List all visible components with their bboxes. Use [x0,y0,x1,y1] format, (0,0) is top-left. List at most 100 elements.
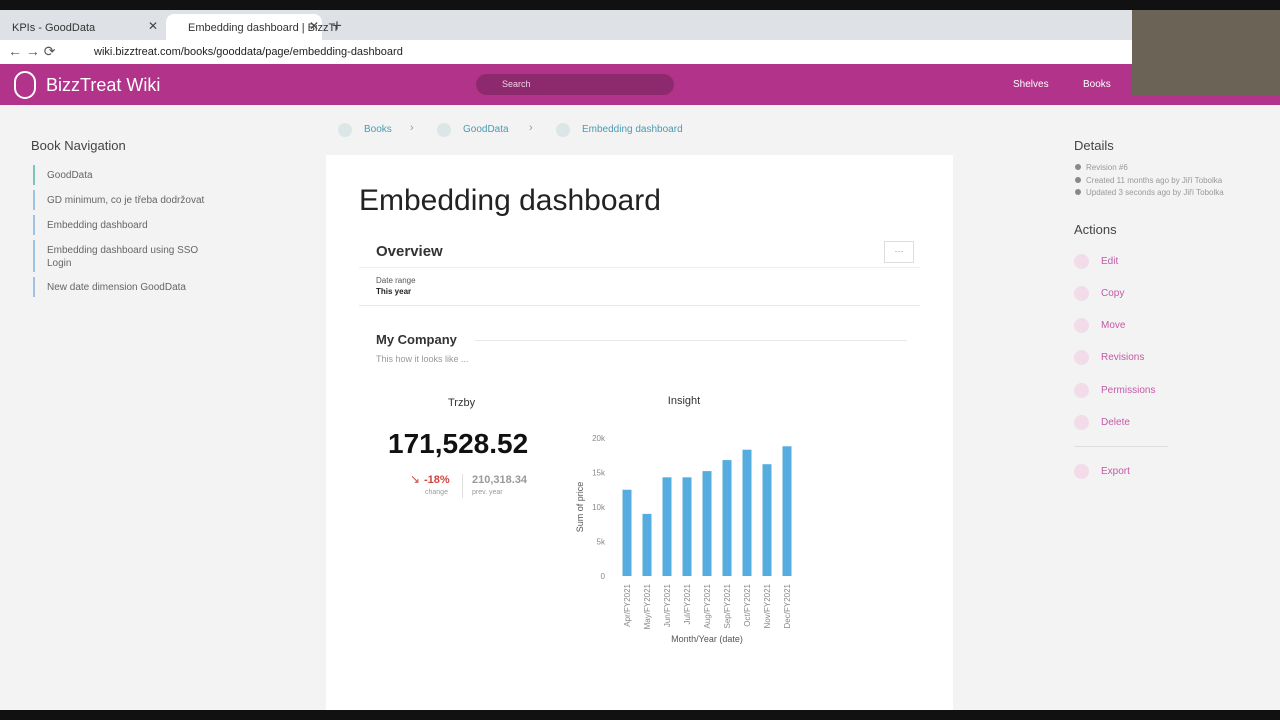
bar [642,513,652,576]
tab-close[interactable]: ✕ [309,19,320,33]
action-icon [1074,254,1089,269]
kpi-change-label: change [425,489,448,496]
detail-icon [1075,176,1081,183]
action-icon [1074,464,1089,479]
content-card [326,155,953,710]
nav-item[interactable]: GD minimum, co je třeba dodržovat [47,195,205,206]
bar [742,449,752,576]
page-title: Embedding dashboard [359,184,661,217]
x-tick-label: Sep/FY2021 [723,583,732,628]
divider [1074,446,1168,447]
x-tick-label: Aug/FY2021 [703,583,712,628]
search-placeholder[interactable]: Search [502,79,531,89]
address-bar [0,40,1280,64]
bar [682,477,692,576]
filter-value[interactable]: This year [376,287,412,296]
divider [462,474,463,498]
detail-icon [1075,189,1081,195]
nav-item[interactable]: Embedding dashboard using SSO Login [47,245,199,269]
x-axis-label: Month/Year (date) [671,634,743,644]
webcam-overlay [1132,10,1280,96]
header-link[interactable]: Shelves [1013,79,1049,90]
y-tick-label: 5k [597,538,606,547]
divider [359,305,920,306]
bar [702,471,712,576]
breadcrumb[interactable]: Embedding dashboard [582,124,683,135]
bar [782,446,792,576]
kpi-value: 171,528.52 [388,428,529,459]
action-icon [1074,383,1089,398]
logo[interactable] [14,71,36,99]
y-tick-label: 10k [592,503,606,512]
breadcrumb-icon [556,123,570,137]
bar [662,477,672,576]
kpi-previous: 210,318.34 [472,474,528,486]
x-tick-label: Oct/FY2021 [743,583,752,626]
x-tick-label: May/FY2021 [643,583,652,629]
x-tick-label: Jul/FY2021 [683,583,692,624]
active-tab[interactable] [166,14,322,40]
breadcrumb-separator: › [529,122,533,134]
action[interactable]: Export [1101,466,1130,477]
tab[interactable]: Embedding dashboard | BizzTr [188,22,339,34]
nav-item[interactable]: GoodData [47,170,93,181]
breadcrumb-icon [437,123,451,137]
x-tick-label: Jun/FY2021 [663,583,672,627]
bottom-strip [0,710,1280,720]
detail-item: Created 11 months ago by Jiří Tobolka [1086,175,1223,185]
divider [475,340,907,341]
breadcrumb-icon [338,123,352,137]
action-icon [1074,415,1089,430]
tab-close[interactable]: ✕ [148,19,159,33]
action[interactable]: Move [1101,320,1126,331]
action-icon [1074,318,1089,333]
breadcrumb[interactable]: Books [364,124,392,135]
nav-buttons[interactable]: ← → ⟳ [8,43,56,59]
action[interactable]: Copy [1101,288,1125,299]
nav-item[interactable]: New date dimension GoodData [47,282,186,293]
action[interactable]: Edit [1101,256,1119,267]
bar [722,460,732,576]
nav-item[interactable]: Embedding dashboard [47,220,148,231]
action-icon [1074,286,1089,301]
tab[interactable]: KPIs - GoodData [12,22,96,34]
new-tab[interactable]: + [332,16,342,35]
nav-marker [33,165,35,185]
nav-title: Book Navigation [31,138,126,153]
bar-chart: Insight Month/Year (date) Sum of price 0… [575,395,792,644]
chart-title: Insight [668,395,700,407]
site-title[interactable]: BizzTreat Wiki [46,75,161,95]
header-link[interactable]: Books [1083,79,1111,90]
menu-button[interactable]: ··· [884,241,914,263]
y-tick-label: 0 [601,572,606,581]
x-tick-label: Apr/FY2021 [623,583,632,626]
section-title: My Company [376,332,457,347]
detail-item: Revision #6 [1086,163,1128,172]
details-title: Details [1074,138,1114,153]
nav-marker [33,190,35,210]
nav-marker [33,240,35,272]
filter-label: Date range [376,276,416,285]
breadcrumb-separator: › [410,122,414,134]
kpi-title: Trzby [448,397,476,409]
y-axis-label: Sum of price [575,482,585,533]
nav-marker [33,215,35,235]
kpi-arrow: ↘ [410,472,421,486]
top-strip [0,0,1280,10]
site-header [1132,96,1280,105]
action[interactable]: Revisions [1101,352,1145,363]
url[interactable]: wiki.bizztreat.com/books/gooddata/page/e… [94,46,403,58]
action[interactable]: Permissions [1101,385,1156,396]
detail-item: Updated 3 seconds ago by Jiří Tobolka [1086,188,1224,197]
y-tick-label: 15k [592,469,606,478]
bar [622,489,632,576]
actions-title: Actions [1074,222,1117,237]
search-box[interactable] [476,74,674,95]
breadcrumb[interactable]: GoodData [463,124,509,135]
action[interactable]: Delete [1101,417,1130,428]
x-tick-label: Nov/FY2021 [763,583,772,628]
detail-icon [1075,164,1081,170]
dashboard-header [359,237,920,268]
dashboard-title: Overview [376,243,443,260]
